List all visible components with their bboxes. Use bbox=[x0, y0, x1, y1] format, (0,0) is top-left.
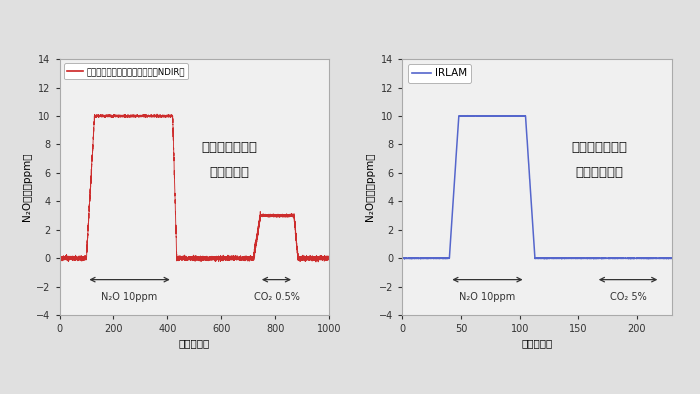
Text: ほぼゼロに！: ほぼゼロに！ bbox=[575, 166, 624, 179]
Text: CO₂ 0.5%: CO₂ 0.5% bbox=[253, 292, 300, 303]
X-axis label: 時間（秒）: 時間（秒） bbox=[178, 338, 210, 348]
Legend: IRLAM: IRLAM bbox=[407, 64, 471, 83]
Text: 干渉ガス影響が: 干渉ガス影響が bbox=[202, 141, 258, 154]
Text: N₂O 10ppm: N₂O 10ppm bbox=[102, 292, 158, 303]
Y-axis label: N₂O濃度（ppm）: N₂O濃度（ppm） bbox=[365, 153, 375, 221]
Y-axis label: N₂O濃度（ppm）: N₂O濃度（ppm） bbox=[22, 153, 32, 221]
Text: N₂O 10ppm: N₂O 10ppm bbox=[459, 292, 516, 303]
Text: CO₂ 5%: CO₂ 5% bbox=[610, 292, 646, 303]
X-axis label: 時間（秒）: 時間（秒） bbox=[522, 338, 553, 348]
Text: 大きく発生: 大きく発生 bbox=[209, 166, 249, 179]
Legend: 当社従来の赤外ガス分析技術（NDIR）: 当社従来の赤外ガス分析技術（NDIR） bbox=[64, 63, 188, 79]
Text: 干渉ガス影響が: 干渉ガス影響が bbox=[571, 141, 627, 154]
